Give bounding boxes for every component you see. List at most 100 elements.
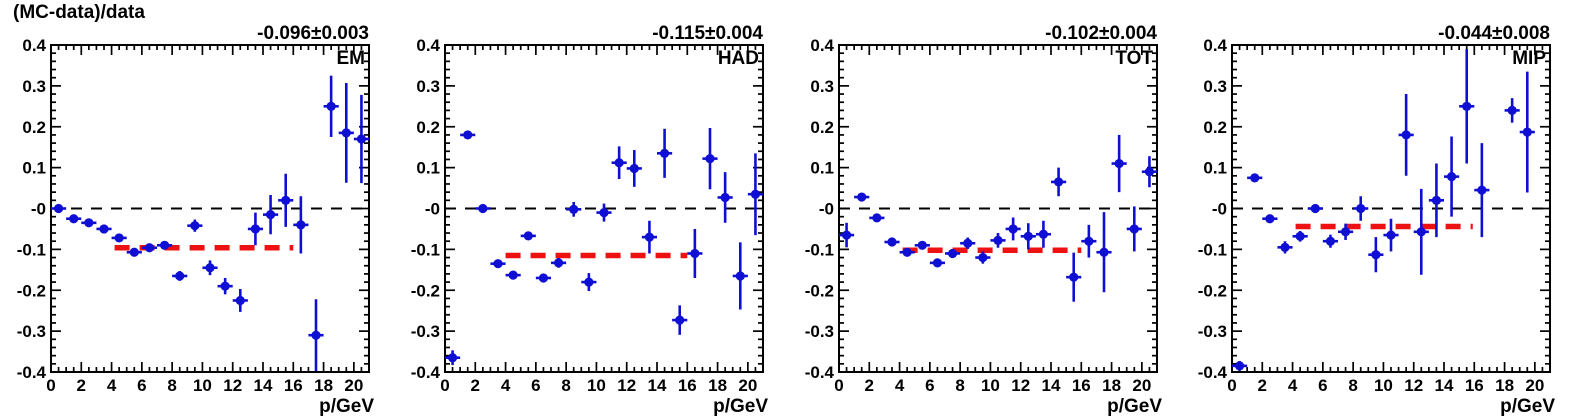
data-point <box>1129 224 1139 234</box>
data-point <box>720 192 730 203</box>
data-point <box>1386 230 1396 240</box>
data-point <box>644 232 655 242</box>
panel-em: 0.4 0.3 0.2 0.1 -0 -0.1 -0.2 -0.3 -0.40 2 4 6 8 10 12 1… <box>17 23 375 417</box>
y-tick-label: 0.4 <box>1203 36 1227 55</box>
data-point <box>190 221 200 231</box>
y-tick-label: 0.4 <box>22 36 46 55</box>
data-point <box>1053 177 1064 187</box>
panel-label: HAD <box>718 48 759 69</box>
x-tick-label: 0 <box>834 376 843 395</box>
x-tick-label: 16 <box>1465 376 1484 395</box>
data-point <box>175 271 185 281</box>
fit-result-label: -0.102±0.004 <box>1045 23 1157 44</box>
y-tick-label: 0.2 <box>1203 118 1227 137</box>
x-tick-label: 0 <box>440 376 449 395</box>
x-tick-label: 16 <box>284 376 303 395</box>
data-point <box>311 330 321 340</box>
data-point <box>1310 203 1320 214</box>
x-tick-label: 20 <box>738 376 757 395</box>
y-tick-label: -0.3 <box>17 322 46 341</box>
data-point <box>1431 195 1442 205</box>
y-tick-label: 0.4 <box>810 36 834 55</box>
x-tick-label: 6 <box>1318 376 1327 395</box>
data-point <box>114 233 124 243</box>
data-point <box>1023 231 1033 241</box>
x-tick-label: 20 <box>344 376 363 395</box>
y-tick-label: 0.3 <box>1203 77 1227 96</box>
data-point <box>917 240 927 250</box>
data-point <box>1069 272 1079 282</box>
x-tick-label: 16 <box>678 376 697 395</box>
x-tick-label: 12 <box>223 376 242 395</box>
data-point <box>932 258 943 268</box>
x-tick-label: 4 <box>895 376 905 395</box>
data-point <box>447 353 458 363</box>
y-tick-label: -0.3 <box>1198 322 1227 341</box>
data-point <box>1234 361 1245 371</box>
y-tick-label: -0.1 <box>411 240 440 259</box>
data-point <box>220 281 230 291</box>
y-tick-label: -0.2 <box>805 281 834 300</box>
x-tick-label: 14 <box>648 376 667 395</box>
x-tick-label: 0 <box>46 376 55 395</box>
data-point <box>356 134 367 144</box>
data-point <box>265 210 276 220</box>
data-point <box>584 277 594 287</box>
data-point <box>1099 247 1109 257</box>
data-point <box>326 101 336 111</box>
x-tick-label: 18 <box>1495 376 1514 395</box>
data-point <box>1114 158 1124 169</box>
data-points <box>445 127 763 366</box>
data-point <box>1371 250 1381 260</box>
fit-result-label: -0.096±0.003 <box>257 23 369 44</box>
panel-label: MIP <box>1512 48 1546 69</box>
data-point <box>1250 173 1260 183</box>
y-tick-label: 0.3 <box>810 77 834 96</box>
data-point <box>69 214 79 224</box>
data-point <box>1008 224 1018 234</box>
data-point <box>1416 227 1426 237</box>
panel-tot: 0.4 0.3 0.2 0.1 -0 -0.1 -0.2 -0.3 -0.40 2 4 6 8 10 12 1… <box>805 23 1163 417</box>
data-point <box>963 238 973 248</box>
x-axis-title: p/GeV <box>1500 396 1555 417</box>
data-point <box>478 203 488 214</box>
y-tick-label: -0.2 <box>411 281 440 300</box>
x-tick-label: 2 <box>471 376 480 395</box>
x-tick-label: 8 <box>167 376 176 395</box>
y-tick-label: 0.1 <box>22 159 46 178</box>
y-tick-label: -0 <box>819 200 834 219</box>
data-points <box>839 134 1157 302</box>
data-point <box>841 230 852 240</box>
x-tick-label: 0 <box>1227 376 1236 395</box>
x-tick-label: 4 <box>1288 376 1298 395</box>
data-point <box>463 130 473 140</box>
y-tick-label: -0.4 <box>411 363 441 382</box>
x-tick-label: 20 <box>1525 376 1544 395</box>
data-point <box>735 271 745 281</box>
panel-label: EM <box>337 48 366 69</box>
y-tick-label: 0.4 <box>416 36 440 55</box>
data-point <box>1325 236 1336 246</box>
data-point <box>569 204 579 214</box>
data-point <box>1446 172 1457 182</box>
x-tick-label: 10 <box>587 376 606 395</box>
y-tick-label: -0.1 <box>805 240 834 259</box>
data-point <box>296 220 306 230</box>
y-tick-label: 0.2 <box>810 118 834 137</box>
data-point <box>1295 231 1305 241</box>
data-point <box>1522 127 1532 137</box>
x-tick-label: 6 <box>925 376 934 395</box>
data-point <box>144 243 155 253</box>
y-tick-label: -0 <box>1212 200 1227 219</box>
data-point <box>1084 236 1094 246</box>
data-point <box>659 148 670 158</box>
y-tick-label: -0.3 <box>805 322 834 341</box>
data-point <box>705 154 715 164</box>
data-point <box>993 235 1003 245</box>
y-tick-label: -0.4 <box>1198 363 1228 382</box>
x-axis-title: p/GeV <box>713 396 768 417</box>
data-point <box>1144 167 1155 177</box>
x-tick-label: 4 <box>107 376 117 395</box>
y-tick-label: -0 <box>425 200 440 219</box>
